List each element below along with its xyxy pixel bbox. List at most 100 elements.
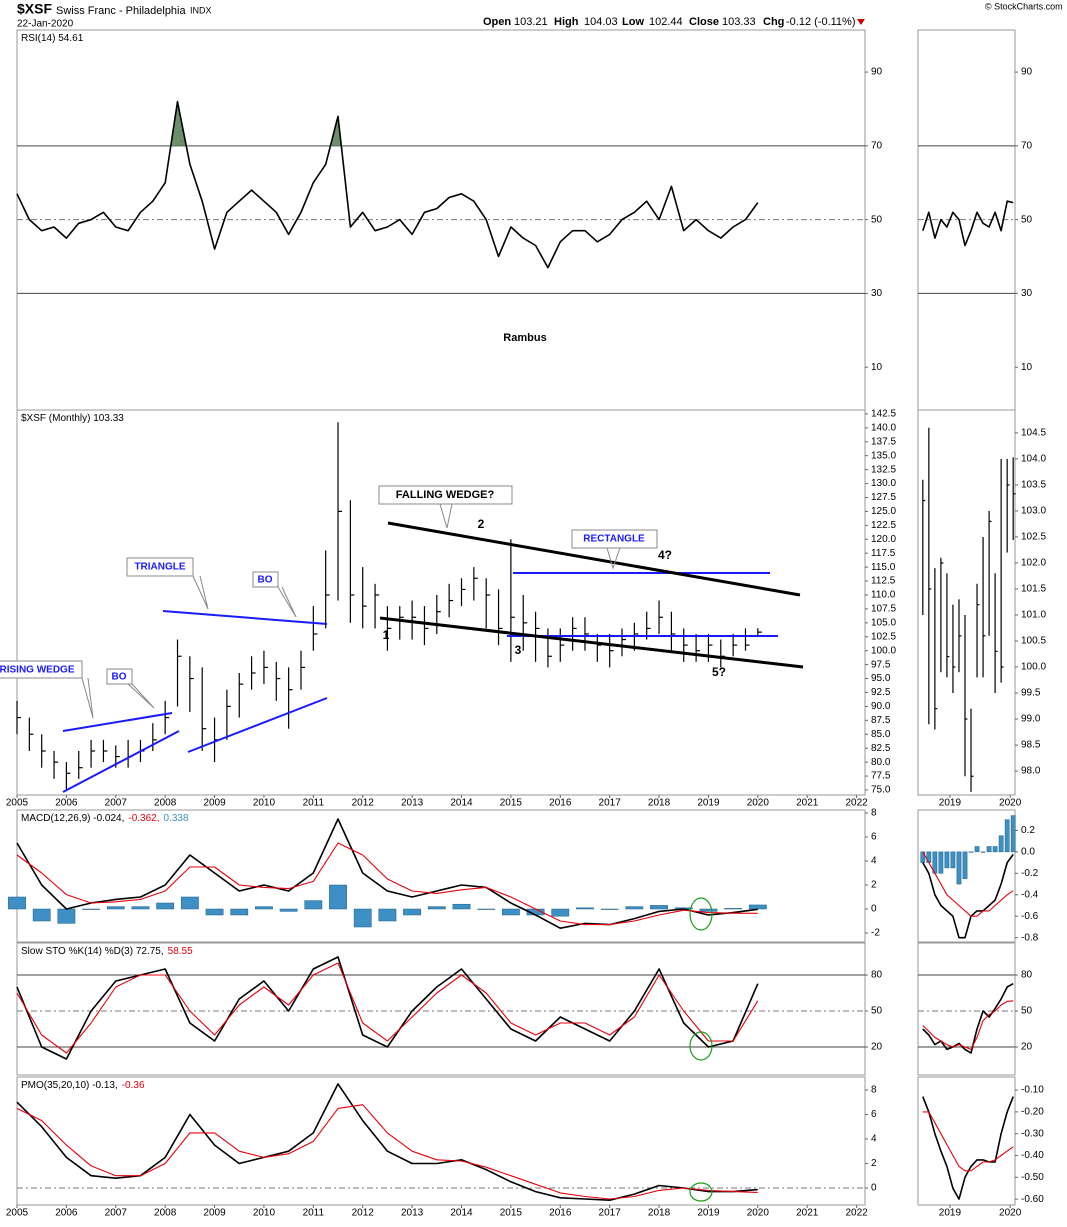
y-tick-label: 20 <box>1021 1042 1033 1053</box>
trendline <box>387 521 801 597</box>
histogram-bar <box>974 846 980 853</box>
panel-frame <box>917 1076 1016 1206</box>
author: Rambus <box>503 332 546 344</box>
x-tick-label: 2020 <box>999 1208 1022 1219</box>
pattern-label: RISING WEDGE <box>0 665 75 676</box>
histogram-bar <box>279 908 298 912</box>
y-tick-label: -0.50 <box>1021 1172 1044 1183</box>
histogram-bar <box>938 851 944 874</box>
x-tick-label: 2010 <box>253 1208 276 1219</box>
panel: 98.0 98.5 99.0 99.5 100.0 100.5 101.0 101.5 102.… <box>917 409 1046 809</box>
x-tick-label: 2021 <box>796 798 819 809</box>
histogram-bar <box>625 906 644 910</box>
x-tick-label: 2014 <box>450 798 473 809</box>
y-tick-label: 0 <box>871 1183 877 1194</box>
y-tick-label: 30 <box>871 288 883 299</box>
y-tick-label: 99.0 <box>1021 714 1041 725</box>
wave-label: 4? <box>658 548 672 562</box>
panel-label: PMO(35,20,10) -0.13, -0.36 <box>21 1080 145 1091</box>
x-tick-label: 2013 <box>401 1208 424 1219</box>
series-line <box>16 962 759 1054</box>
histogram-bar <box>600 908 619 910</box>
y-tick-label: 132.5 <box>871 464 896 475</box>
x-tick-label: 2020 <box>747 798 770 809</box>
x-tick-label: 2019 <box>939 1208 962 1219</box>
histogram-bar <box>230 908 249 916</box>
panel: 20 50 80 Slow STO %K(14) %D(3) 72.75, 58.55 <box>16 942 883 1076</box>
y-tick-label: 0.0 <box>1021 846 1035 857</box>
y-tick-label: 8 <box>871 808 877 819</box>
highlight-circles <box>689 897 713 1202</box>
y-tick-label: -2 <box>871 928 880 939</box>
histogram-bar <box>353 908 372 928</box>
y-tick-label: 120.0 <box>871 534 896 545</box>
close-value: 103.33 <box>722 16 756 28</box>
y-tick-label: 95.0 <box>871 673 891 684</box>
panel-label-part: $XSF (Monthly) 103.33 <box>21 413 124 424</box>
y-tick-label: 135.0 <box>871 450 896 461</box>
panel-label-part: PMO(35,20,10) -0.13, <box>21 1080 118 1091</box>
panel-frame <box>917 942 1016 1076</box>
pattern-label: BO <box>112 672 127 683</box>
series-line <box>922 1111 1014 1172</box>
series-line <box>922 853 1014 939</box>
y-tick-label: 102.5 <box>1021 532 1046 543</box>
x-tick-label: 2022 <box>845 798 868 809</box>
panel: 10 30 50 70 90 <box>917 29 1033 411</box>
chg-label: Chg <box>763 16 784 28</box>
panel-label-part: 0.338 <box>164 813 189 824</box>
histogram-bar <box>998 835 1004 853</box>
x-tick-label: 2020 <box>999 798 1022 809</box>
panel: 0.2 0.0 -0.2 -0.4 -0.6 -0.8 <box>917 809 1039 943</box>
y-tick-label: 97.5 <box>871 659 891 670</box>
y-tick-label: 99.5 <box>1021 688 1041 699</box>
y-tick-label: 75.0 <box>871 785 891 796</box>
high-value: 104.03 <box>584 16 618 28</box>
panel-frame <box>16 809 866 943</box>
high-label: High <box>554 16 579 28</box>
x-tick-label: 2006 <box>55 798 78 809</box>
histogram-bar <box>962 851 968 879</box>
x-tick-label: 2021 <box>796 1208 819 1219</box>
panel-label-part: MACD(12,26,9) -0.024, <box>21 813 124 824</box>
histogram-bar <box>32 908 51 922</box>
panel-frame <box>16 1076 866 1206</box>
histogram-bar <box>944 851 950 869</box>
panel-label-part: 58.55 <box>168 946 193 957</box>
y-tick-label: -0.20 <box>1021 1107 1044 1118</box>
y-tick-label: 80 <box>871 970 883 981</box>
x-tick-label: 2018 <box>648 1208 671 1219</box>
y-tick-label: 80 <box>1021 970 1033 981</box>
x-tick-label: 2017 <box>599 1208 622 1219</box>
y-tick-label: 87.5 <box>871 715 891 726</box>
trendline <box>62 712 173 732</box>
callout-box <box>126 557 194 577</box>
x-tick-label: 2019 <box>697 1208 720 1219</box>
histogram-bar <box>427 906 446 910</box>
histogram-bar <box>131 906 150 910</box>
y-tick-label: 50 <box>871 214 883 225</box>
x-tick-label: 2009 <box>203 798 226 809</box>
histogram-bar <box>956 851 962 885</box>
x-tick-label: 2007 <box>105 798 128 809</box>
histogram-bar <box>968 851 974 853</box>
x-tick-label: 2005 <box>6 1208 29 1219</box>
exchange: INDX <box>190 5 212 15</box>
y-tick-label: -0.2 <box>1021 868 1039 879</box>
y-tick-label: 110.0 <box>871 590 896 601</box>
x-tick-label: 2006 <box>55 1208 78 1219</box>
y-tick-label: 70 <box>1021 140 1033 151</box>
y-tick-label: 98.0 <box>1021 766 1041 777</box>
low-label: Low <box>622 16 644 28</box>
series-line <box>16 100 759 269</box>
x-tick-label: 2012 <box>352 1208 375 1219</box>
panel-label-part: RSI(14) 54.61 <box>21 33 84 44</box>
y-tick-label: 107.5 <box>871 604 896 615</box>
open-label: Open <box>483 16 511 28</box>
y-tick-label: 100.5 <box>1021 636 1046 647</box>
pointer <box>81 677 94 719</box>
y-tick-label: 100.0 <box>871 645 896 656</box>
x-tick-label: 2009 <box>203 1208 226 1219</box>
histogram-bar <box>1010 815 1016 853</box>
y-tick-label: -0.10 <box>1021 1085 1044 1096</box>
